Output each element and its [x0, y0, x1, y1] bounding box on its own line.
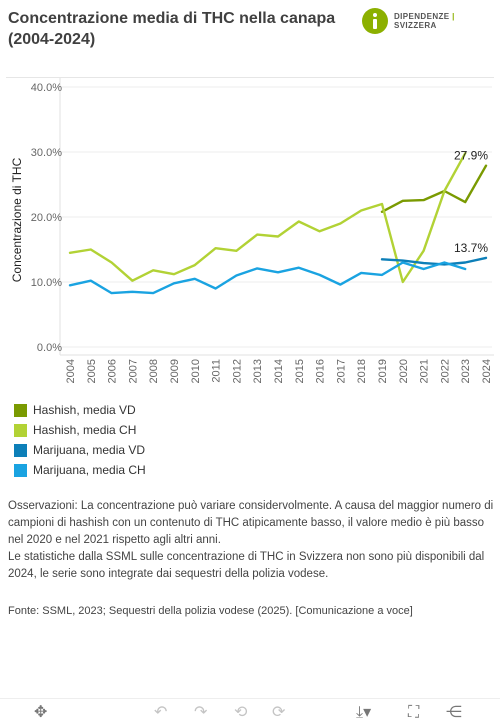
x-tick-label: 2014 [273, 359, 285, 383]
x-tick-label: 2019 [377, 359, 389, 383]
y-tick-label: 0.0% [37, 342, 62, 354]
logo-i-icon [362, 8, 388, 34]
x-tick-label: 2013 [252, 359, 264, 383]
x-tick-label: 2010 [190, 359, 202, 383]
download-icon[interactable]: ⤓▾ [356, 704, 372, 721]
x-tick-label: 2012 [231, 359, 243, 383]
undo-icon[interactable]: ↶ [154, 704, 168, 721]
legend-label: Marijuana, media CH [33, 463, 146, 477]
redo-icon[interactable]: ↷ [194, 704, 208, 721]
y-axis-label: Concentrazione di THC [10, 157, 24, 282]
legend-item[interactable]: Hashish, media VD [14, 400, 146, 420]
header-divider [6, 77, 494, 78]
x-tick-label: 2017 [335, 359, 347, 383]
x-tick-label: 2022 [439, 359, 451, 383]
fullscreen-icon[interactable]: ⛶ [408, 704, 420, 721]
chart-title-line2: (2004-2024) [8, 31, 96, 48]
x-tick-label: 2006 [107, 359, 119, 383]
x-tick-label: 2016 [315, 359, 327, 383]
legend-swatch [14, 463, 27, 477]
x-tick-label: 2005 [86, 359, 98, 383]
dipendenze-svizzera-logo[interactable]: DIPENDENZE | SVIZZERA [362, 8, 500, 34]
logo-text-right: SVIZZERA [393, 21, 437, 30]
legend-item[interactable]: Hashish, media CH [14, 420, 146, 440]
legend-swatch [14, 403, 27, 417]
notes-observations: Osservazioni: La concentrazione può vari… [8, 500, 494, 546]
legend-swatch [14, 423, 27, 437]
legend-label: Hashish, media VD [33, 403, 136, 417]
legend-item[interactable]: Marijuana, media VD [14, 440, 146, 460]
y-tick-label: 10.0% [31, 277, 62, 289]
move-icon[interactable]: ✥ [34, 704, 48, 721]
logo-text-sep: | [452, 12, 455, 21]
redo-all-icon[interactable]: ⟳ [272, 704, 286, 721]
x-tick-label: 2024 [481, 359, 493, 383]
y-tick-label: 30.0% [31, 147, 62, 159]
series-line-1 [68, 152, 467, 284]
legend-swatch [14, 443, 27, 457]
x-tick-label: 2008 [148, 359, 160, 383]
thc-line-chart: 0.0% 10.0% 20.0% 30.0% 40.0% 2004 2005 2006 2007… [10, 78, 494, 383]
share-icon[interactable]: ⋲ [446, 704, 462, 721]
legend-item[interactable]: Marijuana, media CH [14, 460, 146, 480]
y-tick-label: 20.0% [31, 212, 62, 224]
notes-statistics: Le statistiche dalla SSML sulle concentr… [8, 551, 485, 580]
logo-text: DIPENDENZE | SVIZZERA [394, 12, 500, 30]
undo-all-icon[interactable]: ⟲ [234, 704, 248, 721]
data-label-0: 27.9% [454, 149, 488, 163]
logo-text-left: DIPENDENZE [393, 12, 450, 21]
x-tick-label: 2015 [294, 359, 306, 383]
x-tick-label: 2021 [419, 359, 431, 383]
series-line-3 [68, 261, 467, 295]
x-tick-label: 2018 [356, 359, 368, 383]
series-line-2 [380, 256, 488, 266]
chart-title: Concentrazione media di THC nella canapa… [8, 8, 348, 50]
x-tick-label: 2023 [460, 359, 472, 383]
x-tick-label: 2020 [398, 359, 410, 383]
x-tick-label: 2011 [211, 359, 223, 383]
chart-notes: Osservazioni: La concentrazione può vari… [8, 498, 494, 583]
y-tick-label: 40.0% [31, 82, 62, 94]
bottom-toolbar: ✥ ↶ ↷ ⟲ ⟳ ⤓▾ ⛶ ⋲ [0, 700, 500, 727]
x-tick-label: 2009 [169, 359, 181, 383]
x-tick-label: 2004 [65, 359, 77, 383]
chart-title-line1: Concentrazione media di THC nella canapa [8, 10, 336, 27]
x-tick-label: 2007 [127, 359, 139, 383]
series-line-0 [380, 164, 488, 213]
chart-legend: Hashish, media VD Hashish, media CH Mariju… [14, 400, 146, 480]
legend-label: Marijuana, media VD [33, 443, 146, 457]
chart-source: Fonte: SSML, 2023; Sequestri della poliz… [8, 605, 413, 617]
data-label-1: 13.7% [454, 241, 488, 255]
toolbar-divider [0, 698, 500, 699]
legend-label: Hashish, media CH [33, 423, 137, 437]
